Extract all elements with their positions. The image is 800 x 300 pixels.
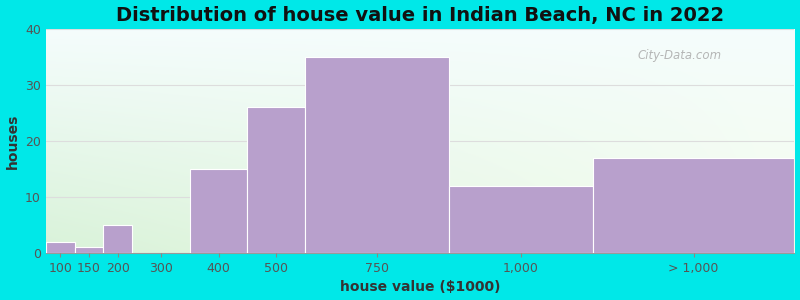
Text: City-Data.com: City-Data.com: [638, 49, 722, 62]
Bar: [46, 242, 74, 253]
Bar: [74, 247, 103, 253]
X-axis label: house value ($1000): house value ($1000): [340, 280, 500, 294]
Bar: [305, 57, 449, 253]
Bar: [103, 225, 132, 253]
Bar: [190, 169, 247, 253]
Bar: [593, 158, 794, 253]
Bar: [449, 186, 593, 253]
Y-axis label: houses: houses: [6, 113, 19, 169]
Bar: [247, 107, 305, 253]
Title: Distribution of house value in Indian Beach, NC in 2022: Distribution of house value in Indian Be…: [116, 6, 724, 25]
